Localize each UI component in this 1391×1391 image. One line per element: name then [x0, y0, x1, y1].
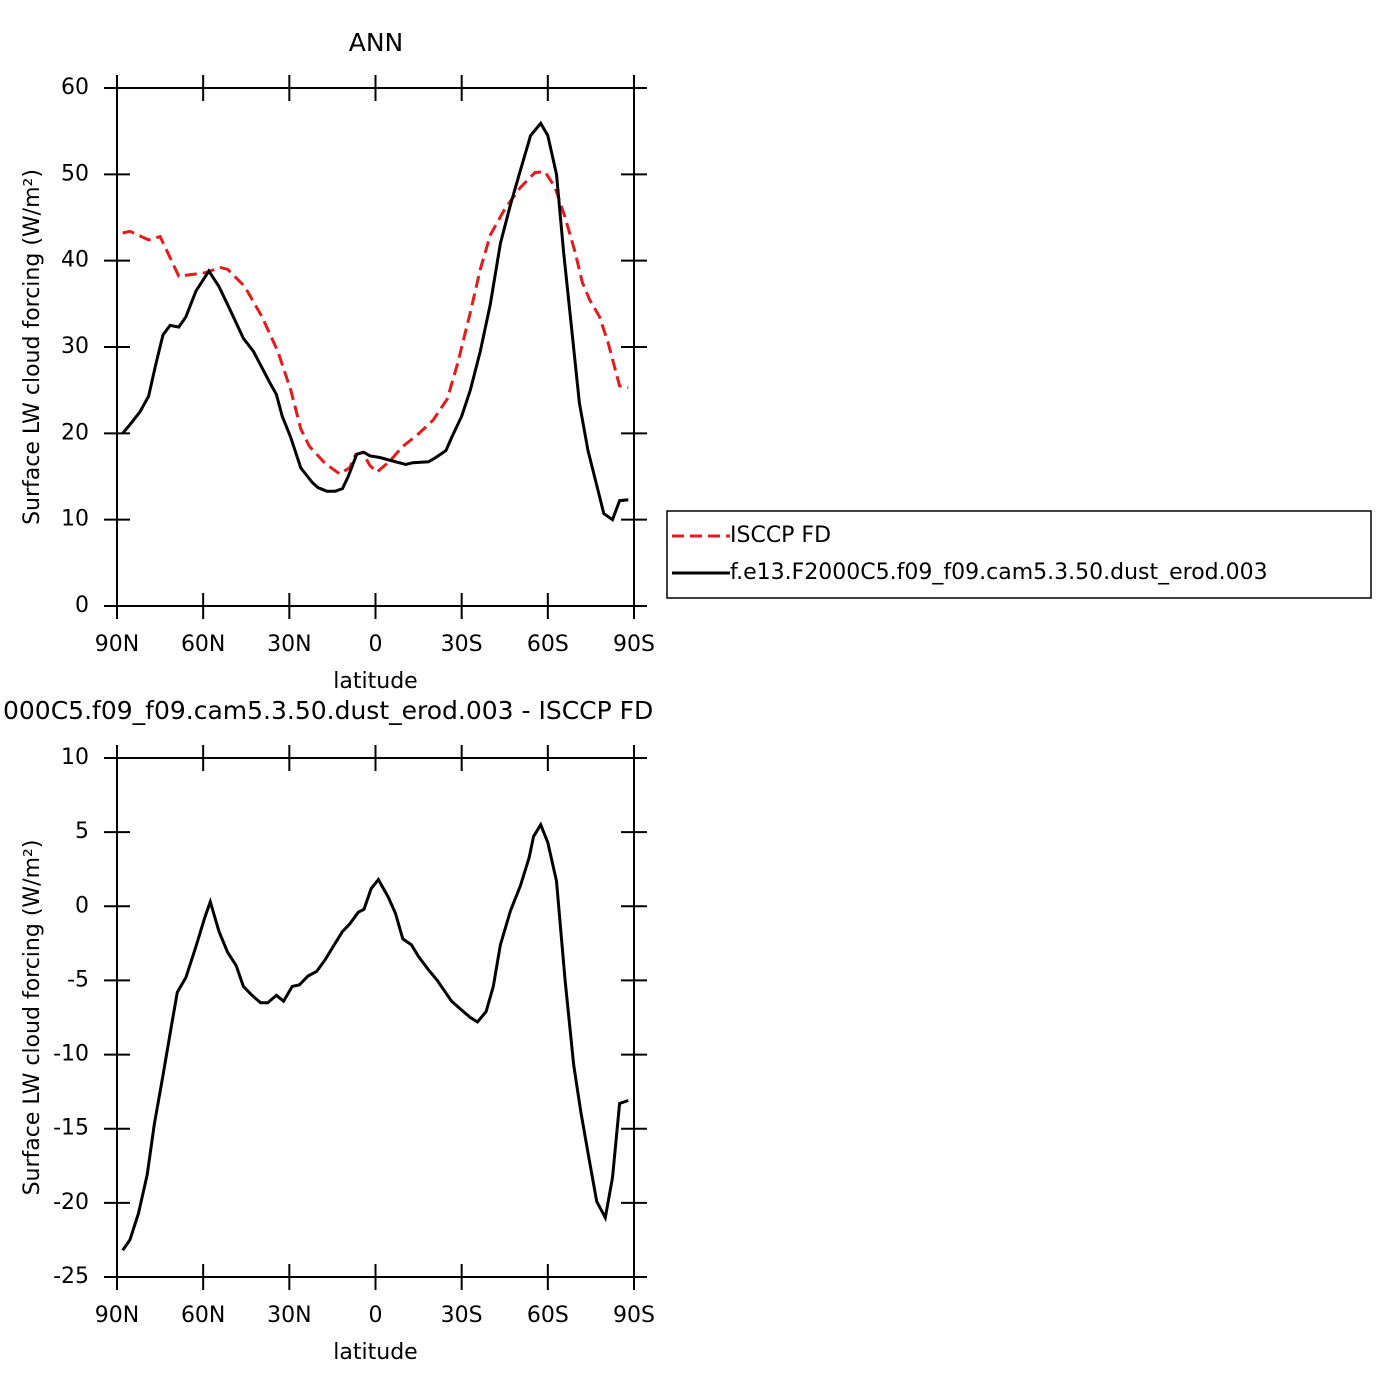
- y-tick-label: -20: [53, 1190, 89, 1215]
- y-tick-label: 30: [61, 334, 89, 359]
- y-tick-label: 50: [61, 161, 89, 186]
- x-tick-label: 30S: [441, 632, 483, 657]
- y-tick-label: 0: [75, 893, 89, 918]
- y-tick-label: 10: [61, 745, 89, 770]
- x-tick-label: 30S: [441, 1303, 483, 1328]
- chart-title: 000C5.f09_f09.cam5.3.50.dust_erod.003 - …: [3, 696, 653, 725]
- x-tick-label: 0: [369, 632, 383, 657]
- legend-label: f.e13.F2000C5.f09_f09.cam5.3.50.dust_ero…: [730, 560, 1268, 585]
- y-tick-label: 40: [61, 248, 89, 273]
- y-axis-label: Surface LW cloud forcing (W/m²): [20, 169, 45, 525]
- x-tick-label: 60N: [181, 632, 225, 657]
- x-axis-label: latitude: [333, 669, 417, 694]
- y-tick-label: 10: [61, 507, 89, 532]
- chart-title: ANN: [349, 28, 404, 57]
- x-tick-label: 90S: [613, 1303, 655, 1328]
- y-tick-label: -10: [53, 1042, 89, 1067]
- plot-frame: [116, 87, 635, 607]
- x-tick-label: 30N: [267, 632, 311, 657]
- x-tick-label: 90N: [95, 632, 139, 657]
- x-tick-label: 60N: [181, 1303, 225, 1328]
- y-tick-label: 0: [75, 593, 89, 618]
- y-tick-label: -15: [53, 1116, 89, 1141]
- legend-box: [666, 510, 1372, 599]
- y-tick-label: 20: [61, 420, 89, 445]
- y-tick-label: -25: [53, 1264, 89, 1289]
- x-tick-label: 0: [369, 1303, 383, 1328]
- y-tick-label: -5: [67, 967, 89, 992]
- x-tick-label: 60S: [527, 632, 569, 657]
- x-axis-label: latitude: [333, 1340, 417, 1365]
- y-axis-label: Surface LW cloud forcing (W/m²): [20, 840, 45, 1196]
- plot-frame: [116, 757, 635, 1278]
- x-tick-label: 90N: [95, 1303, 139, 1328]
- data-line: [121, 120, 629, 523]
- y-tick-label: 60: [61, 75, 89, 100]
- data-line: [122, 170, 629, 476]
- x-tick-label: 90S: [613, 632, 655, 657]
- data-line: [121, 821, 629, 1252]
- x-tick-label: 30N: [267, 1303, 311, 1328]
- legend-label: ISCCP FD: [730, 523, 831, 548]
- x-tick-label: 60S: [527, 1303, 569, 1328]
- y-tick-label: 5: [75, 819, 89, 844]
